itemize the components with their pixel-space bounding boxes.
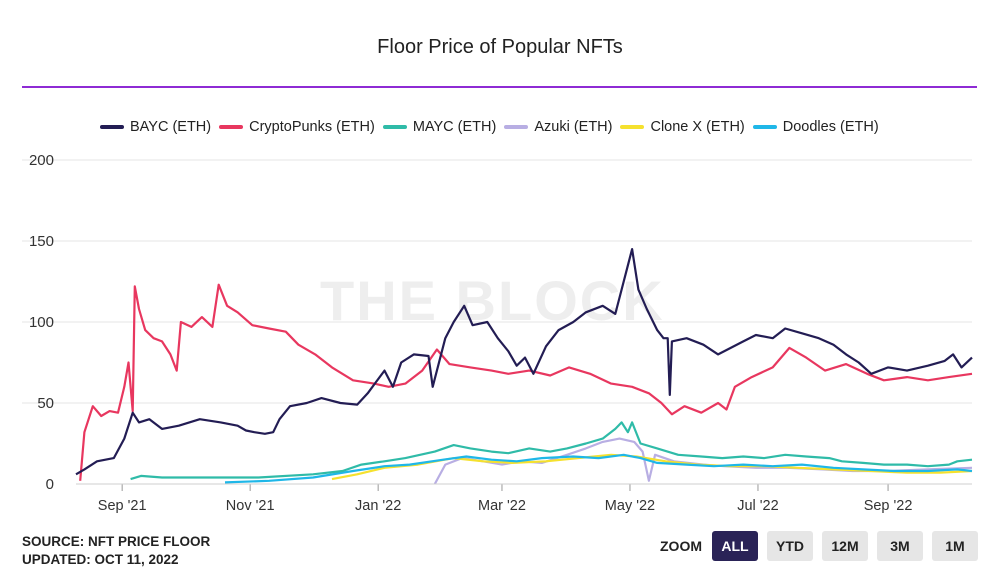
legend-label: Azuki (ETH) (534, 119, 613, 135)
legend-item[interactable]: CryptoPunks (ETH) (219, 119, 375, 135)
y-tick-label: 200 (29, 152, 54, 169)
series-line (79, 283, 973, 481)
x-tick-label: Mar '22 (478, 498, 526, 514)
chart-legend: BAYC (ETH) CryptoPunks (ETH) MAYC (ETH) Azu… (100, 117, 887, 137)
y-tick-label: 0 (46, 476, 54, 493)
legend-item[interactable]: Doodles (ETH) (752, 119, 879, 135)
zoom-controls: ZOOM ALL YTD 12M 3M 1M (660, 531, 987, 561)
chart-title: Floor Price of Popular NFTs (377, 36, 623, 58)
legend-label: MAYC (ETH) (412, 119, 497, 135)
source-note: SOURCE: NFT PRICE FLOOR UPDATED: OCT 11,… (22, 533, 210, 569)
legend-label: CryptoPunks (ETH) (249, 119, 375, 135)
x-tick-label: Jan '22 (355, 498, 401, 514)
zoom-button[interactable]: 1M (932, 531, 978, 561)
legend-label: BAYC (ETH) (130, 119, 212, 135)
legend-item[interactable]: BAYC (ETH) (100, 119, 211, 135)
legend-label: Clone X (ETH) (650, 119, 745, 135)
legend-swatch (620, 125, 645, 129)
legend-item[interactable]: Clone X (ETH) (620, 119, 745, 135)
legend-label: Doodles (ETH) (782, 119, 879, 135)
legend-swatch (382, 125, 407, 129)
updated-label: UPDATED: OCT 11, 2022 (22, 552, 179, 567)
zoom-button[interactable]: 3M (877, 531, 923, 561)
legend-swatch (504, 125, 529, 129)
source-label: SOURCE: NFT PRICE FLOOR (22, 534, 211, 549)
y-tick-label: 150 (29, 233, 54, 250)
series-line (75, 248, 973, 476)
title-divider (22, 86, 977, 88)
x-tick-label: Sep '22 (864, 498, 913, 514)
series-line (130, 421, 973, 481)
zoom-button[interactable]: 12M (822, 531, 868, 561)
y-tick-label: 100 (29, 314, 54, 331)
zoom-button[interactable]: ALL (712, 531, 758, 561)
zoom-button[interactable]: YTD (767, 531, 813, 561)
x-tick-label: May '22 (605, 498, 655, 514)
x-tick-label: Nov '21 (226, 498, 275, 514)
zoom-label: ZOOM (660, 538, 702, 554)
legend-swatch (219, 125, 244, 129)
series-line (224, 453, 973, 484)
legend-item[interactable]: Azuki (ETH) (504, 119, 612, 135)
legend-swatch (100, 125, 124, 129)
legend-swatch (752, 125, 777, 129)
y-tick-label: 50 (37, 395, 54, 412)
legend-item[interactable]: MAYC (ETH) (382, 119, 497, 135)
x-tick-label: Jul '22 (737, 498, 778, 514)
x-tick-label: Sep '21 (98, 498, 147, 514)
